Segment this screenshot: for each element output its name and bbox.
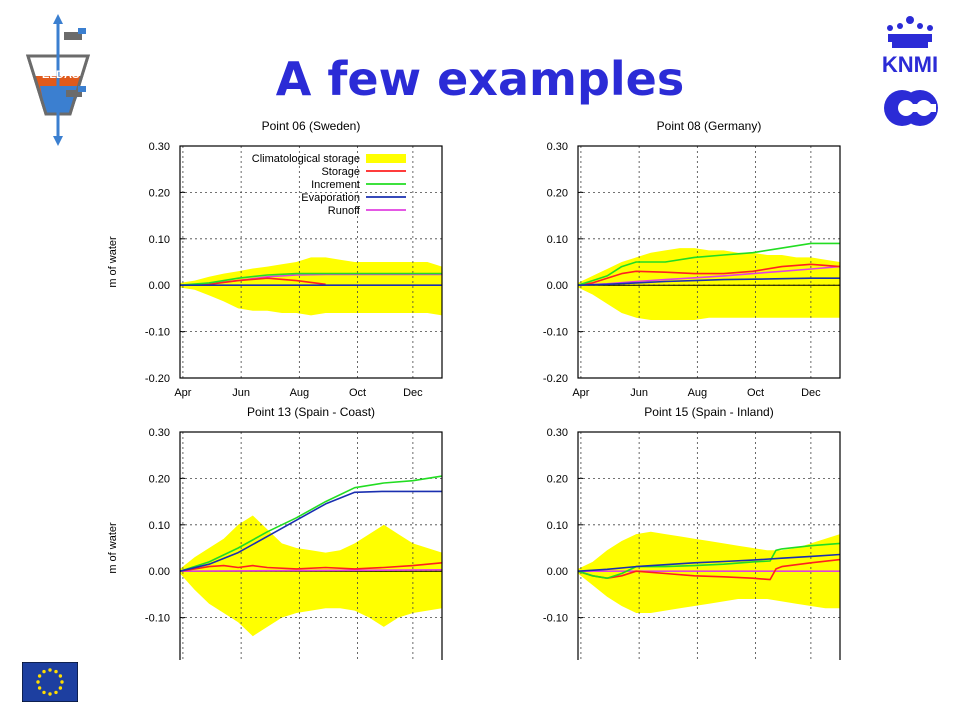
y-axis-label: m of water xyxy=(107,522,119,574)
slide-title: A few examples xyxy=(275,52,685,106)
eu-star xyxy=(58,686,63,690)
eu-star xyxy=(54,690,58,695)
y-tick-label: 0.20 xyxy=(547,473,568,485)
series-line-evaporation xyxy=(577,277,840,286)
y-tick-label: 0.00 xyxy=(149,566,170,578)
x-tick-label: Aug xyxy=(688,387,708,399)
y-tick-label: 0.10 xyxy=(149,520,170,532)
y-tick-label: -0.20 xyxy=(543,659,568,660)
series-line-increment xyxy=(179,272,442,286)
x-tick-label: Aug xyxy=(290,387,310,399)
y-tick-label: 0.20 xyxy=(547,187,568,199)
chart-title: Point 13 (Spain - Coast) xyxy=(247,405,375,419)
series-line-runoff xyxy=(179,569,443,572)
legend-swatch xyxy=(366,154,406,163)
x-tick-label: Oct xyxy=(349,387,366,399)
eu-star xyxy=(48,668,52,672)
series-line-increment xyxy=(577,242,840,286)
plot-frame xyxy=(577,145,841,379)
y-tick-label: 0.20 xyxy=(149,187,170,199)
y-axis-label: m of water xyxy=(107,236,119,288)
x-tick-label: Jun xyxy=(630,387,648,399)
legend-label: Climatological storage xyxy=(252,153,360,165)
y-tick-label: 0.20 xyxy=(149,473,170,485)
eu-star xyxy=(42,690,46,695)
plot-frame xyxy=(179,145,443,379)
x-tick-label: Jun xyxy=(232,387,250,399)
x-tick-label: Oct xyxy=(747,387,764,399)
x-tick-label: Apr xyxy=(572,387,589,399)
y-tick-label: 0.30 xyxy=(149,427,170,439)
plot-frame xyxy=(179,431,443,660)
y-tick-label: -0.10 xyxy=(543,327,568,339)
chart-panel: Point 08 (Germany) 0.30 0.20 0.10 0.00 -0.10 -… xyxy=(543,119,841,399)
y-tick-label: 0.00 xyxy=(547,280,568,292)
legend-label: Increment xyxy=(311,179,360,191)
series-line-evaporation xyxy=(179,490,442,572)
y-tick-label: -0.20 xyxy=(543,373,568,385)
eu-star xyxy=(37,674,42,678)
y-tick-label: -0.10 xyxy=(145,613,170,625)
series-line-storage xyxy=(577,263,841,286)
x-tick-label: Dec xyxy=(403,387,423,399)
chart-title: Point 15 (Spain - Inland) xyxy=(644,405,773,419)
climatological-storage-band xyxy=(578,531,840,613)
y-tick-label: -0.10 xyxy=(145,327,170,339)
chart-panel: Point 15 (Spain - Inland) 0.30 0.20 0.10 0.0… xyxy=(543,405,841,660)
y-tick-label: -0.10 xyxy=(543,613,568,625)
knmi-logo: KNMI xyxy=(882,16,938,126)
eu-star xyxy=(58,674,63,678)
series-line-evaporation xyxy=(577,553,841,572)
chart-title: Point 06 (Sweden) xyxy=(262,119,361,133)
y-tick-label: 0.30 xyxy=(547,141,568,153)
y-tick-label: 0.10 xyxy=(547,234,568,246)
eu-flag-icon xyxy=(22,662,78,702)
series-line-increment xyxy=(577,542,841,579)
climatological-storage-band xyxy=(180,257,442,316)
x-tick-label: Apr xyxy=(174,387,191,399)
y-tick-label: 0.00 xyxy=(547,566,568,578)
legend-label: Evaporation xyxy=(301,192,360,204)
eldas-logo-text: ELDAS xyxy=(42,69,79,81)
plot-frame xyxy=(577,431,841,660)
y-tick-label: 0.10 xyxy=(547,520,568,532)
y-tick-label: 0.30 xyxy=(149,141,170,153)
series-line-runoff xyxy=(577,265,841,286)
eu-star xyxy=(54,669,58,674)
eu-star xyxy=(37,686,42,690)
chart-panel: Point 06 (Sweden) m of water 0.30 0.20 0.10 0… xyxy=(107,119,443,399)
eldas-logo: ELDAS xyxy=(25,14,91,146)
eu-star xyxy=(48,692,52,696)
legend-label: Runoff xyxy=(328,205,361,217)
eu-star xyxy=(60,680,64,684)
series-line-increment xyxy=(179,475,443,572)
chart-panel: Point 13 (Spain - Coast) m of water 0.30 0.… xyxy=(107,405,443,660)
chart-title: Point 08 (Germany) xyxy=(657,119,762,133)
y-tick-label: 0.00 xyxy=(149,280,170,292)
y-tick-label: 0.30 xyxy=(547,427,568,439)
y-tick-label: -0.20 xyxy=(145,659,170,660)
chart-grid: Point 06 (Sweden) m of water 0.30 0.20 0.10 0… xyxy=(107,119,841,660)
climatological-storage-band xyxy=(180,515,442,637)
climatological-storage-band xyxy=(578,248,840,320)
x-tick-label: Dec xyxy=(801,387,821,399)
y-tick-label: 0.10 xyxy=(149,234,170,246)
eu-star xyxy=(36,680,40,684)
legend-label: Storage xyxy=(321,166,360,178)
eu-star xyxy=(42,669,46,674)
knmi-logo-text: KNMI xyxy=(882,52,938,77)
series-line-storage xyxy=(179,562,443,572)
y-tick-label: -0.20 xyxy=(145,373,170,385)
